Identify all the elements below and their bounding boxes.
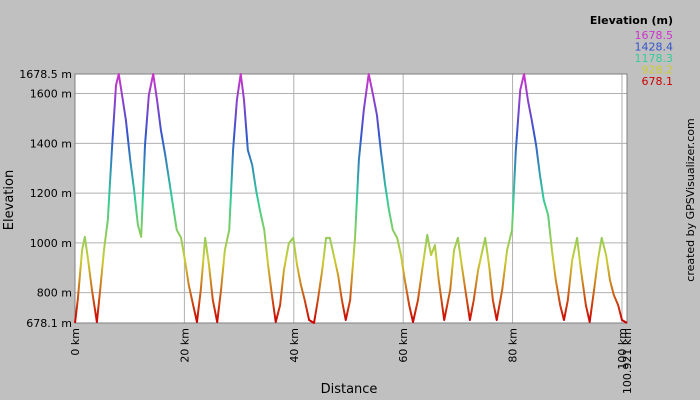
legend-entry: 678.1	[642, 75, 674, 88]
elevation-line	[74, 73, 628, 324]
y-tick-label: 1000 m	[30, 237, 72, 250]
x-tick-label: 20 km	[178, 328, 191, 363]
x-tick-label: 40 km	[288, 328, 301, 363]
x-tick-label: 0 km	[69, 328, 82, 356]
x-tick-label: 60 km	[397, 328, 410, 363]
y-tick-label: 800 m	[37, 287, 72, 300]
y-tick-label: 1600 m	[30, 88, 72, 101]
y-tick-label: 678.1 m	[26, 317, 72, 330]
legend-entry: 1678.5	[635, 29, 674, 42]
x-tick-label: 80 km	[507, 328, 520, 363]
y-tick-label: 1400 m	[30, 137, 72, 150]
legend-title: Elevation (m)	[590, 14, 673, 27]
y-axis-label: Elevation	[2, 170, 17, 230]
credit: created by GPSVisualizer.com	[684, 118, 697, 281]
y-tick-label: 1200 m	[30, 187, 72, 200]
plot-frame	[74, 73, 628, 324]
legend-entry: 1428.4	[635, 41, 674, 54]
legend-entry: 928.2	[642, 64, 674, 77]
legend-entry: 1178.3	[635, 52, 674, 65]
y-tick-label: 1678.5 m	[19, 68, 72, 81]
x-tick-label: 100 km	[616, 328, 629, 370]
x-tick-label: 100.921 km	[621, 328, 634, 394]
x-axis-label: Distance	[321, 382, 378, 397]
